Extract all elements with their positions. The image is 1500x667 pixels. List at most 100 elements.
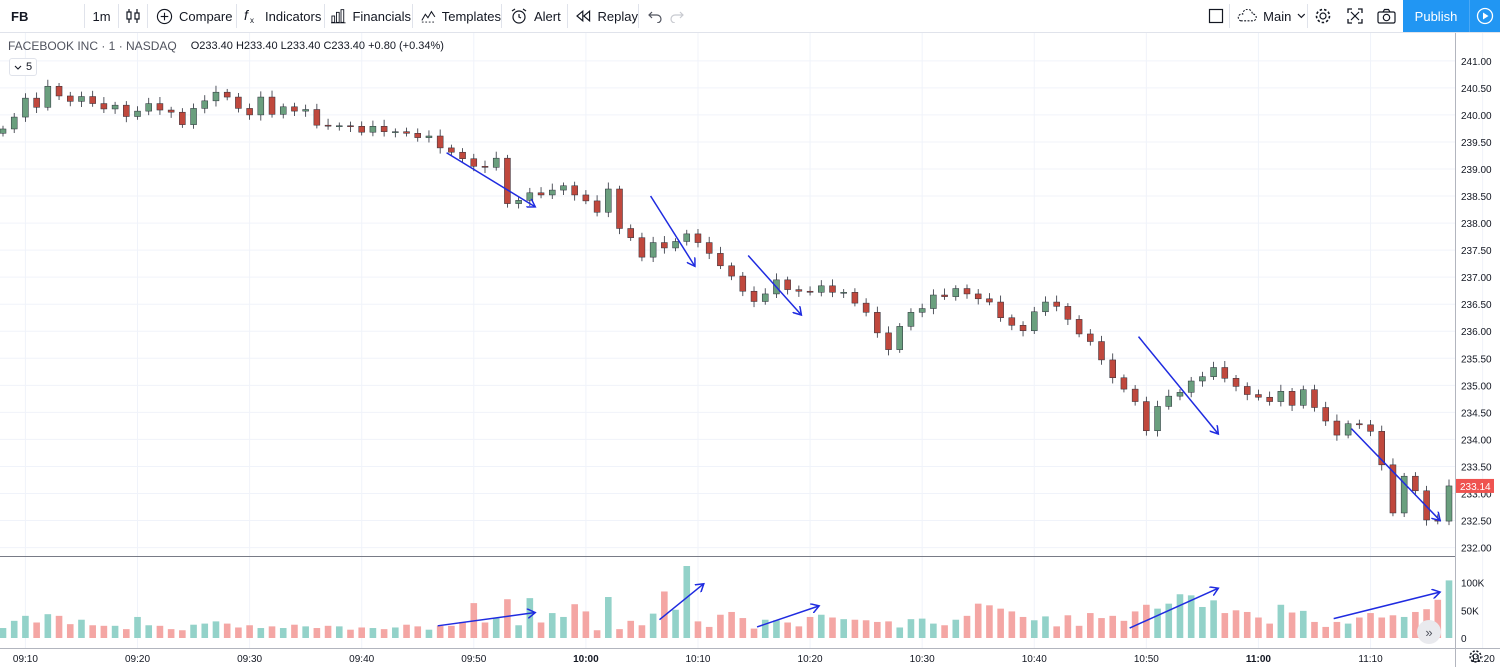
- volume-axis-label: 0: [1461, 634, 1467, 645]
- candle-body: [55, 85, 63, 97]
- volume-bar: [1288, 612, 1296, 638]
- volume-bar: [593, 630, 601, 638]
- financials-button[interactable]: Financials: [331, 0, 411, 32]
- price-axis-label: 240.50: [1461, 84, 1492, 95]
- chart-style-button[interactable]: [119, 0, 147, 32]
- publish-button[interactable]: Publish: [1403, 0, 1469, 32]
- fullscreen-panel-button[interactable]: [1203, 0, 1229, 32]
- candle-body: [1445, 485, 1453, 522]
- volume-bar: [717, 614, 724, 638]
- candle-body: [918, 308, 926, 313]
- candle-body: [537, 192, 545, 196]
- candle-body: [683, 233, 691, 242]
- scroll-to-realtime-button[interactable]: »: [1417, 620, 1441, 644]
- candle-body: [492, 157, 500, 168]
- candle-body: [605, 188, 612, 213]
- replay-button[interactable]: Replay: [576, 0, 638, 32]
- volume-bar: [661, 591, 668, 638]
- volume-bar: [638, 625, 646, 638]
- candlestick-series: [0, 79, 1453, 526]
- volume-bar: [89, 625, 96, 638]
- volume-bar: [0, 628, 7, 638]
- fullscreen-button[interactable]: [1342, 0, 1368, 32]
- candle-body: [470, 158, 478, 167]
- volume-bar: [1400, 616, 1408, 638]
- volume-bar: [986, 605, 993, 638]
- candle-body: [123, 104, 130, 117]
- candle-body: [930, 294, 937, 309]
- alert-button[interactable]: Alert: [510, 0, 566, 32]
- volume-bar: [1389, 615, 1397, 638]
- candle-body: [1131, 388, 1139, 402]
- volume-bar: [279, 628, 287, 638]
- candle-body: [1389, 464, 1397, 514]
- candle-body: [616, 188, 623, 229]
- candle-body: [279, 106, 287, 115]
- volume-bar: [111, 625, 119, 638]
- volume-bar: [605, 597, 612, 638]
- plus-circle-icon: [156, 8, 173, 24]
- candle-body: [1277, 391, 1285, 402]
- templates-button[interactable]: Templates: [421, 0, 501, 32]
- undo-button[interactable]: [645, 0, 665, 32]
- volume-bar: [1367, 613, 1374, 638]
- settings-button[interactable]: [1310, 0, 1336, 32]
- indicators-label: Indicators: [265, 8, 322, 24]
- volume-bar: [459, 621, 466, 638]
- candle-body: [571, 185, 578, 196]
- candle-body: [0, 128, 7, 134]
- compare-button[interactable]: Compare: [156, 0, 236, 32]
- candle-body: [1031, 311, 1038, 331]
- volume-bar: [515, 625, 522, 638]
- candle-body: [750, 290, 758, 302]
- candle-body: [638, 237, 646, 258]
- candle-body: [1221, 367, 1229, 379]
- candle-body: [974, 293, 982, 300]
- axes: 241.00 240.50 240.00 239.50 239.00 238.50 238.…: [0, 33, 1500, 667]
- interval-button[interactable]: 1m: [85, 0, 118, 32]
- snapshot-button[interactable]: [1373, 0, 1399, 32]
- candle-body: [627, 228, 634, 238]
- video-publish-button[interactable]: [1469, 0, 1500, 32]
- volume-bar: [1064, 615, 1072, 638]
- volume-bar: [1434, 599, 1442, 638]
- annotation-arrow: [1129, 588, 1219, 629]
- volume-ma-toggle[interactable]: 5: [9, 58, 38, 76]
- annotation-arrow: [747, 255, 801, 315]
- candle-body: [1344, 423, 1352, 436]
- annotation-arrow: [1350, 428, 1440, 521]
- volume-bar: [1311, 621, 1318, 638]
- layout-button[interactable]: Main: [1236, 0, 1306, 32]
- candle-body: [1232, 378, 1240, 387]
- symbol-search[interactable]: FB: [0, 0, 84, 32]
- volume-bar: [324, 625, 332, 638]
- price-axis-label: 235.00: [1461, 381, 1492, 392]
- candle-body: [1311, 389, 1318, 408]
- candle-body: [1109, 359, 1116, 379]
- volume-bar: [448, 625, 455, 638]
- candle-body: [649, 242, 657, 258]
- price-axis-label: 237.50: [1461, 246, 1492, 257]
- redo-button[interactable]: [667, 0, 687, 32]
- volume-bar: [1030, 620, 1038, 638]
- volume-bar: [1243, 611, 1251, 638]
- time-axis-label: 09:50: [461, 654, 486, 665]
- volume-bar: [582, 611, 590, 638]
- indicators-button[interactable]: f x Indicators: [243, 0, 323, 32]
- chart-legend: FACEBOOK INC · 1 · NASDAQ O233.40 H233.4…: [8, 39, 444, 53]
- legend-title[interactable]: FACEBOOK INC · 1 · NASDAQ: [8, 39, 177, 53]
- candle-body: [257, 96, 265, 116]
- time-axis-label: 09:20: [125, 654, 150, 665]
- candle-body: [761, 293, 769, 302]
- candle-body: [1322, 407, 1329, 422]
- candle-body: [862, 302, 870, 313]
- volume-bar: [963, 615, 971, 638]
- volume-bar: [22, 615, 29, 638]
- chart-properties-button[interactable]: [1462, 646, 1488, 666]
- candle-body: [369, 126, 377, 133]
- rewind-icon: [576, 9, 591, 23]
- volume-bar: [33, 622, 40, 638]
- volume-bar: [78, 619, 85, 638]
